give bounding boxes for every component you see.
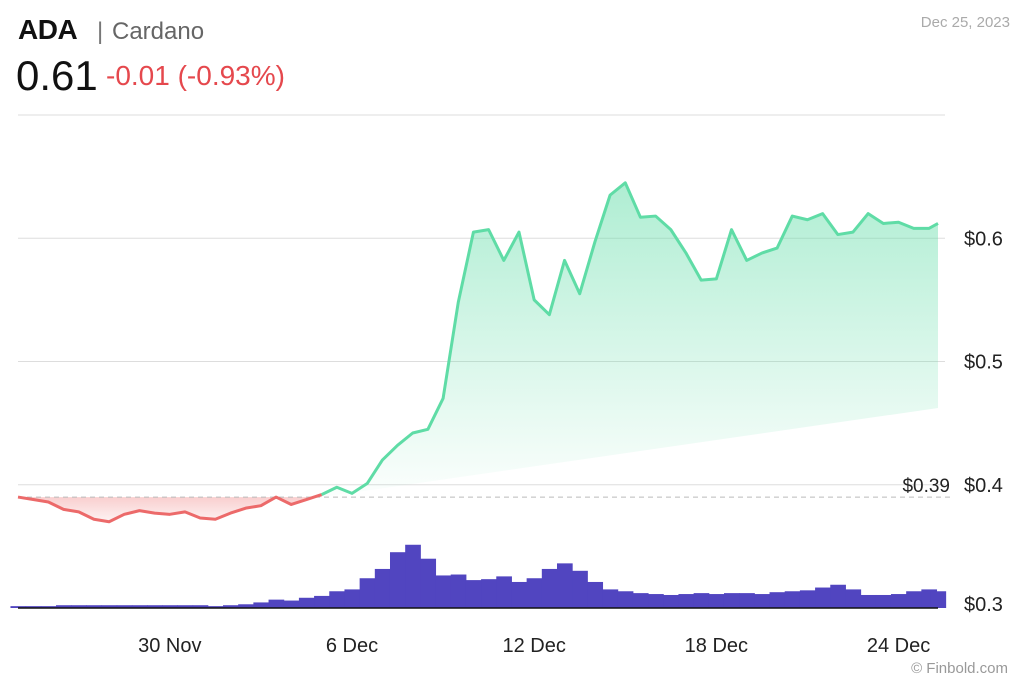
- x-tick-label: 12 Dec: [502, 635, 565, 657]
- source-credit: © Finbold.com: [911, 660, 1008, 677]
- volume-bar: [617, 591, 634, 608]
- volume-bar: [192, 605, 209, 608]
- volume-bar: [799, 590, 816, 608]
- volume-bar: [420, 558, 437, 608]
- price-change: -0.01 (-0.93%): [106, 60, 285, 91]
- price-line: [17, 181, 939, 524]
- reference-line: $0.39: [18, 476, 950, 498]
- volume-bar: [678, 594, 695, 608]
- volume-bar: [131, 605, 148, 608]
- current-price: 0.61: [16, 52, 98, 99]
- x-tick-label: 6 Dec: [326, 635, 378, 657]
- x-tick-label: 18 Dec: [685, 635, 748, 657]
- volume-bar: [754, 594, 771, 608]
- volume-bars: [10, 544, 947, 609]
- price-area: [18, 182, 938, 522]
- x-tick-label: 24 Dec: [867, 635, 930, 657]
- volume-bar: [769, 592, 786, 608]
- down-area: [18, 494, 322, 522]
- volume-bar: [25, 606, 42, 608]
- volume-bar: [556, 563, 573, 608]
- volume-bar: [541, 568, 558, 608]
- y-tick-label: $0.4: [964, 475, 1003, 497]
- volume-bar: [329, 591, 345, 608]
- volume-bar: [435, 575, 452, 608]
- volume-bar: [526, 578, 543, 608]
- volume-bar: [450, 574, 467, 608]
- volume-bar: [906, 591, 922, 608]
- volume-bar: [253, 602, 270, 608]
- volume-bar: [930, 591, 947, 608]
- volume-bar: [207, 606, 224, 608]
- volume-bar: [389, 552, 406, 608]
- volume-bar: [739, 593, 755, 608]
- y-axis-ticks: $0.3 $0.4 $0.5 $0.6: [964, 228, 1003, 616]
- volume-bar: [283, 600, 300, 608]
- volume-bar: [238, 604, 254, 608]
- volume-bar: [177, 605, 194, 608]
- up-area: [321, 182, 938, 498]
- volume-bar: [314, 595, 330, 608]
- volume-bar: [830, 584, 846, 608]
- volume-bar: [71, 605, 87, 608]
- price-line-up: [320, 181, 939, 496]
- volume-bar: [511, 581, 528, 608]
- volume-bar: [784, 591, 801, 608]
- x-tick-label: 30 Nov: [138, 635, 201, 657]
- volume-bar: [693, 593, 710, 608]
- volume-bar: [587, 581, 604, 608]
- volume-bar: [708, 594, 725, 608]
- volume-bar: [86, 605, 103, 608]
- y-tick-label: $0.5: [964, 352, 1003, 374]
- asset-name: Cardano: [112, 18, 205, 45]
- y-tick-label: $0.3: [964, 594, 1003, 616]
- volume-bar: [344, 589, 361, 608]
- volume-bar: [10, 606, 27, 608]
- volume-bar: [298, 597, 315, 608]
- volume-bar: [268, 599, 285, 608]
- volume-bar: [116, 605, 133, 608]
- volume-bar: [374, 568, 391, 608]
- volume-bar: [481, 579, 497, 608]
- price-line-down: [17, 493, 323, 524]
- reference-label: $0.39: [902, 476, 950, 497]
- header-separator: |: [97, 18, 104, 45]
- y-tick-label: $0.6: [964, 228, 1003, 250]
- volume-bar: [663, 594, 679, 608]
- volume-bar: [405, 544, 421, 608]
- volume-bar: [147, 605, 163, 608]
- volume-bar: [162, 605, 178, 608]
- asset-symbol: ADA: [18, 14, 78, 45]
- volume-bar: [875, 594, 892, 608]
- volume-bar: [890, 594, 907, 608]
- volume-bar: [602, 589, 619, 608]
- volume-bar: [465, 580, 482, 608]
- volume-bar: [40, 606, 57, 608]
- volume-bar: [632, 593, 649, 608]
- chart-date: Dec 25, 2023: [920, 14, 1010, 31]
- volume-bar: [723, 593, 740, 608]
- volume-bar: [496, 576, 512, 608]
- volume-bar: [56, 605, 72, 608]
- volume-bar: [359, 578, 376, 608]
- x-axis-ticks: 30 Nov 6 Dec 12 Dec 18 Dec 24 Dec: [138, 635, 930, 657]
- volume-bar: [572, 570, 588, 608]
- volume-bar: [860, 594, 877, 608]
- volume-bar: [648, 594, 664, 608]
- volume-bar: [223, 605, 239, 608]
- volume-bar: [815, 587, 831, 608]
- volume-bar: [101, 605, 118, 608]
- volume-bar: [845, 589, 862, 608]
